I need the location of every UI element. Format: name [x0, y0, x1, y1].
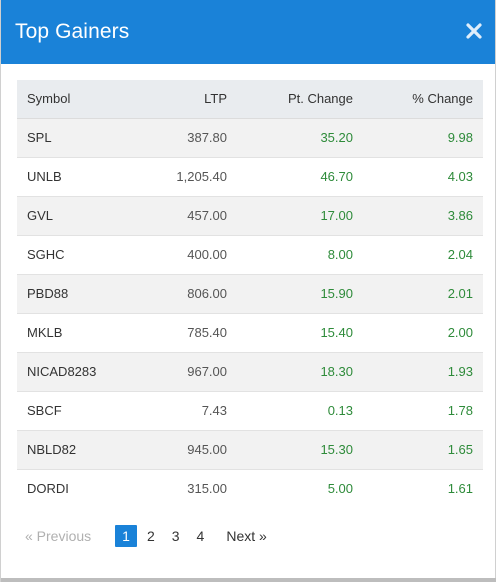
pct-change-cell: 2.00 [363, 312, 483, 352]
table-row[interactable]: MKLB 785.40 15.40 2.00 [17, 312, 483, 352]
table-header: Symbol LTP Pt. Change % Change [17, 80, 483, 119]
pt-change-cell: 5.00 [237, 468, 363, 508]
pct-change-cell: 1.93 [363, 351, 483, 391]
modal-title: Top Gainers [15, 20, 130, 43]
symbol-cell[interactable]: DORDI [17, 468, 137, 508]
ltp-cell: 7.43 [137, 390, 237, 430]
table-row[interactable]: NBLD82 945.00 15.30 1.65 [17, 429, 483, 469]
pct-change-cell: 1.61 [363, 468, 483, 508]
pct-change-cell: 9.98 [363, 117, 483, 157]
page-button-1[interactable]: 1 [115, 525, 137, 547]
symbol-cell[interactable]: PBD88 [17, 273, 137, 313]
pt-change-cell: 18.30 [237, 351, 363, 391]
table-row[interactable]: SBCF 7.43 0.13 1.78 [17, 390, 483, 430]
gainers-table: Symbol LTP Pt. Change % Change SPL 387.80… [17, 80, 483, 508]
bottom-scrollbar [1, 578, 496, 582]
pct-change-cell: 2.04 [363, 234, 483, 274]
ltp-cell: 1,205.40 [137, 156, 237, 196]
pt-change-cell: 15.30 [237, 429, 363, 469]
table-header-row: Symbol LTP Pt. Change % Change [17, 80, 483, 119]
pt-change-cell: 15.90 [237, 273, 363, 313]
pt-change-cell: 46.70 [237, 156, 363, 196]
page-button-4[interactable]: 4 [196, 528, 205, 544]
ltp-cell: 785.40 [137, 312, 237, 352]
ltp-cell: 387.80 [137, 117, 237, 157]
symbol-cell[interactable]: SBCF [17, 390, 137, 430]
page-button-3[interactable]: 3 [171, 528, 180, 544]
close-icon [466, 23, 482, 39]
previous-page-button[interactable]: « Previous [25, 528, 92, 544]
pct-change-cell: 1.65 [363, 429, 483, 469]
table-body: SPL 387.80 35.20 9.98 UNLB 1,205.40 46.70 4.03 G… [17, 117, 483, 508]
pct-change-cell: 2.01 [363, 273, 483, 313]
page-button-2[interactable]: 2 [146, 528, 155, 544]
symbol-cell[interactable]: MKLB [17, 312, 137, 352]
pt-change-cell: 17.00 [237, 195, 363, 235]
pct-change-cell: 3.86 [363, 195, 483, 235]
column-header-pt-change[interactable]: Pt. Change [237, 80, 363, 119]
symbol-cell[interactable]: UNLB [17, 156, 137, 196]
next-page-button[interactable]: Next » [226, 528, 267, 544]
column-header-ltp[interactable]: LTP [137, 80, 237, 119]
pagination: « Previous 1 2 3 4 Next » [25, 524, 267, 548]
ltp-cell: 315.00 [137, 468, 237, 508]
symbol-cell[interactable]: NICAD8283 [17, 351, 137, 391]
pct-change-cell: 4.03 [363, 156, 483, 196]
column-header-symbol[interactable]: Symbol [17, 80, 137, 119]
pt-change-cell: 8.00 [237, 234, 363, 274]
ltp-cell: 967.00 [137, 351, 237, 391]
close-button[interactable] [465, 22, 483, 40]
ltp-cell: 806.00 [137, 273, 237, 313]
table-row[interactable]: DORDI 315.00 5.00 1.61 [17, 468, 483, 508]
pt-change-cell: 15.40 [237, 312, 363, 352]
symbol-cell[interactable]: GVL [17, 195, 137, 235]
gainers-table-container: Symbol LTP Pt. Change % Change SPL 387.80… [17, 80, 483, 508]
ltp-cell: 457.00 [137, 195, 237, 235]
table-row[interactable]: NICAD8283 967.00 18.30 1.93 [17, 351, 483, 391]
symbol-cell[interactable]: SGHC [17, 234, 137, 274]
symbol-cell[interactable]: SPL [17, 117, 137, 157]
pt-change-cell: 0.13 [237, 390, 363, 430]
table-row[interactable]: UNLB 1,205.40 46.70 4.03 [17, 156, 483, 196]
ltp-cell: 400.00 [137, 234, 237, 274]
table-row[interactable]: SGHC 400.00 8.00 2.04 [17, 234, 483, 274]
column-header-pct-change[interactable]: % Change [363, 80, 483, 119]
modal-header: Top Gainers [1, 0, 495, 64]
pct-change-cell: 1.78 [363, 390, 483, 430]
symbol-cell[interactable]: NBLD82 [17, 429, 137, 469]
table-row[interactable]: SPL 387.80 35.20 9.98 [17, 117, 483, 157]
table-row[interactable]: PBD88 806.00 15.90 2.01 [17, 273, 483, 313]
pt-change-cell: 35.20 [237, 117, 363, 157]
ltp-cell: 945.00 [137, 429, 237, 469]
table-row[interactable]: GVL 457.00 17.00 3.86 [17, 195, 483, 235]
